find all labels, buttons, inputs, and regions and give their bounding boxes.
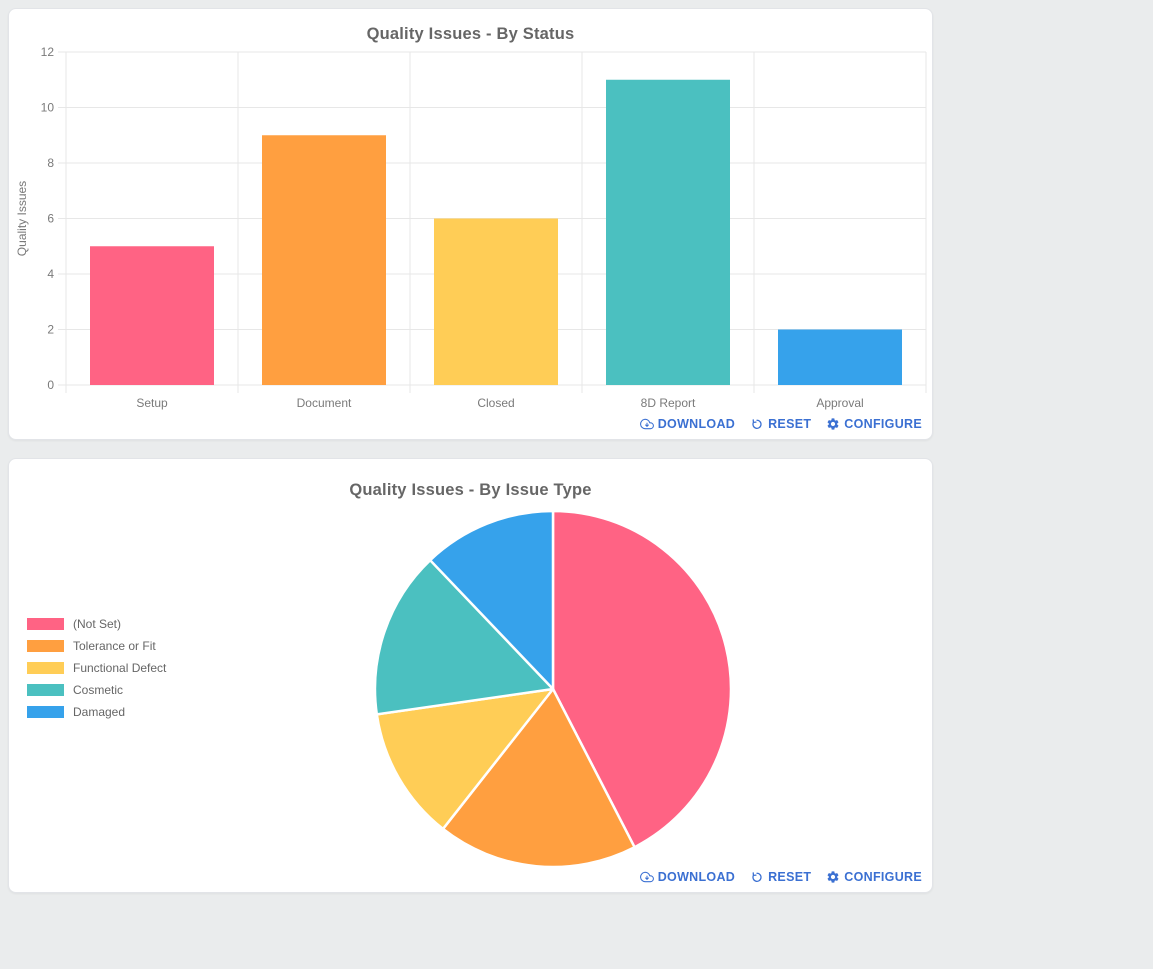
legend-item-functional-defect[interactable]: Functional Defect <box>27 662 166 674</box>
legend-swatch <box>27 706 64 718</box>
pie-slice-tolerance-or-fit[interactable] <box>441 687 636 869</box>
x-axis-label: Document <box>297 396 352 410</box>
bar-chart: 0 2 4 6 8 10 12 Setup Document Closed 8D Report App… <box>15 45 927 410</box>
bar-setup[interactable] <box>90 246 214 385</box>
y-tick-label: 10 <box>41 101 55 115</box>
cloud-download-icon <box>639 871 654 883</box>
y-tick-label: 6 <box>47 212 54 226</box>
reset-label: RESET <box>768 870 812 884</box>
x-axis-label: Setup <box>136 396 168 410</box>
reset-label: RESET <box>768 417 812 431</box>
pie-slice-cosmetic[interactable] <box>373 558 555 716</box>
configure-button[interactable]: CONFIGURE <box>826 417 922 431</box>
pie-chart <box>373 509 733 869</box>
gear-icon <box>827 418 839 430</box>
download-button[interactable]: DOWNLOAD <box>639 417 736 431</box>
x-axis-label: 8D Report <box>641 396 696 410</box>
download-button[interactable]: DOWNLOAD <box>639 870 736 884</box>
bar-8d-report[interactable] <box>606 79 730 385</box>
bar-closed[interactable] <box>434 218 558 386</box>
legend-swatch <box>27 640 64 652</box>
y-tick-label: 4 <box>47 267 54 281</box>
legend-item-not-set[interactable]: (Not Set) <box>27 618 166 630</box>
y-tick-label: 12 <box>41 45 55 59</box>
legend-label: Tolerance or Fit <box>73 639 156 653</box>
bar-approval[interactable] <box>778 329 902 386</box>
card-quality-issues-by-status: Quality Issues - By Status 0 2 4 6 8 10 12 Setu… <box>8 8 933 440</box>
pie-slice-functional-defect[interactable] <box>375 687 555 831</box>
download-label: DOWNLOAD <box>657 870 736 884</box>
configure-button[interactable]: CONFIGURE <box>826 870 922 884</box>
cloud-download-icon <box>639 418 654 430</box>
legend-label: (Not Set) <box>73 617 122 631</box>
x-axis-label: Approval <box>816 396 863 410</box>
chart-action-bar: DOWNLOAD RESET CONFIGURE <box>639 417 922 431</box>
pie-slice-damaged[interactable] <box>428 509 555 691</box>
configure-label: CONFIGURE <box>844 870 922 884</box>
pie-slice-not-set[interactable] <box>551 509 733 849</box>
legend-item-cosmetic[interactable]: Cosmetic <box>27 684 166 696</box>
y-tick-label: 2 <box>47 323 54 337</box>
card-quality-issues-by-issue-type: Quality Issues - By Issue Type (Not Set)… <box>8 458 933 893</box>
reset-button[interactable]: RESET <box>750 870 811 884</box>
legend-swatch <box>27 662 64 674</box>
legend-label: Damaged <box>73 705 126 719</box>
chart-action-bar: DOWNLOAD RESET CONFIGURE <box>639 870 922 884</box>
y-axis-title: Quality Issues <box>15 181 29 256</box>
legend-item-tolerance-or-fit[interactable]: Tolerance or Fit <box>27 640 166 652</box>
pie-legend: (Not Set) Tolerance or Fit Functional Defe… <box>27 618 166 718</box>
gear-icon <box>827 871 839 883</box>
legend-swatch <box>27 618 64 630</box>
reset-button[interactable]: RESET <box>750 417 811 431</box>
reset-icon <box>752 419 762 429</box>
y-tick-label: 0 <box>47 378 54 392</box>
configure-label: CONFIGURE <box>844 417 922 431</box>
y-tick-label: 8 <box>47 156 54 170</box>
legend-swatch <box>27 684 64 696</box>
legend-label: Functional Defect <box>73 661 167 675</box>
download-label: DOWNLOAD <box>657 417 736 431</box>
legend-item-damaged[interactable]: Damaged <box>27 706 166 718</box>
x-axis-label: Closed <box>477 396 514 410</box>
legend-label: Cosmetic <box>73 683 124 697</box>
bar-chart-title: Quality Issues - By Status <box>366 25 575 43</box>
bar-document[interactable] <box>262 135 386 385</box>
pie-chart-title: Quality Issues - By Issue Type <box>349 481 592 499</box>
reset-icon <box>752 872 762 882</box>
